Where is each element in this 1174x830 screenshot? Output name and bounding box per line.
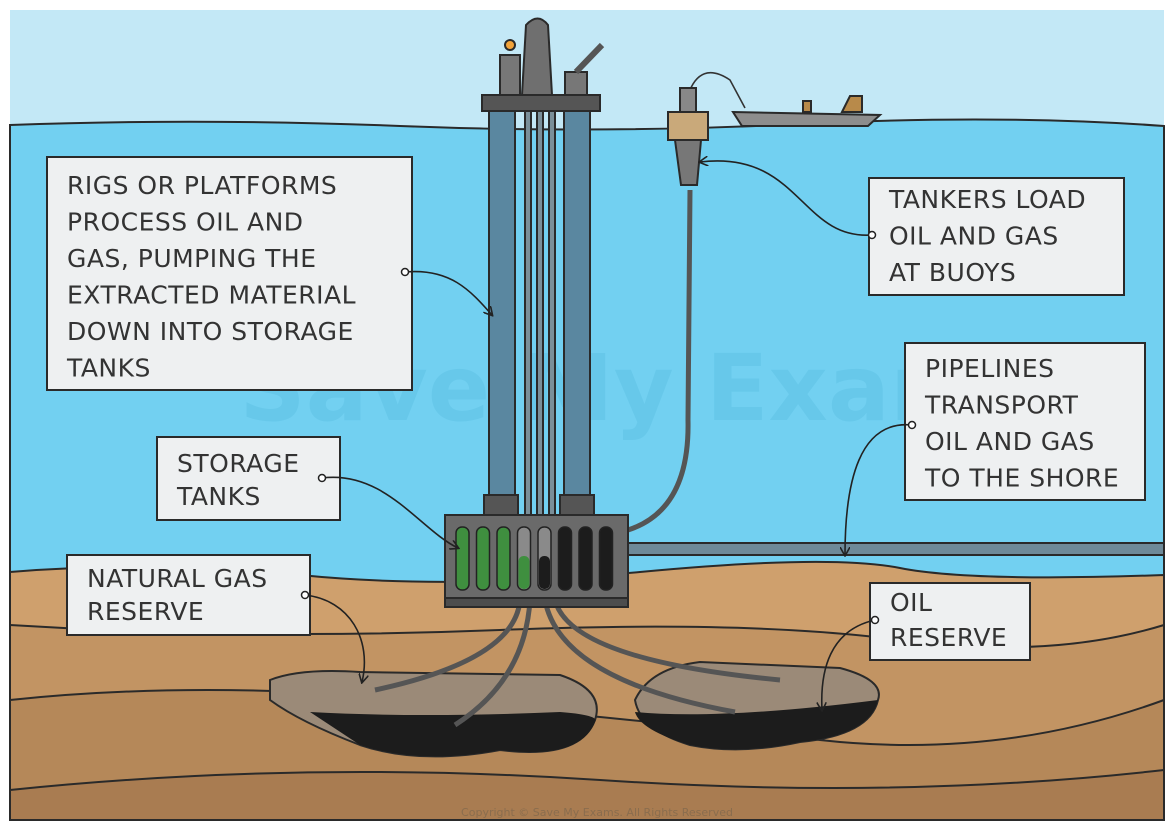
riser <box>525 108 531 518</box>
body: Save My Exams RIGS O <box>0 0 1174 830</box>
callout-dot <box>872 617 879 624</box>
leg-foot <box>484 495 518 515</box>
callout-dot <box>402 269 409 276</box>
callout-text: RIGS OR PLATFORMS <box>67 171 337 200</box>
copyright: Copyright © Save My Exams. All Rights Re… <box>461 806 733 819</box>
page: Offshore oil and gas {"callouts": [ {"li… <box>0 0 1174 830</box>
buoy <box>668 112 708 140</box>
tank <box>559 527 572 590</box>
callout-text: GAS, PUMPING THE <box>67 244 317 273</box>
ship-hull <box>733 112 880 126</box>
callout-dot <box>319 475 326 482</box>
callout-text: TANKS <box>66 354 151 383</box>
riser <box>549 108 555 518</box>
crane-base <box>565 72 587 95</box>
rig-leg <box>564 108 590 498</box>
callout-text: TRANSPORT <box>924 391 1079 420</box>
callout-dot <box>869 232 876 239</box>
callout-text: TANKERS LOAD <box>888 185 1086 214</box>
callout-text: DOWN INTO STORAGE <box>67 317 354 346</box>
tank <box>456 527 469 590</box>
callout-text: PIPELINES <box>925 354 1055 383</box>
tower <box>522 19 552 96</box>
tower <box>500 55 520 95</box>
callout-text: OIL AND GAS <box>925 427 1095 456</box>
callout-text: OIL <box>890 588 932 617</box>
tank <box>579 527 592 590</box>
ship-funnel <box>803 101 811 112</box>
riser <box>537 108 543 518</box>
storage-base <box>445 598 628 607</box>
callout-text: STORAGE <box>177 449 300 478</box>
pipeline <box>628 543 1164 555</box>
rig <box>482 19 602 519</box>
diagram: Save My Exams RIGS O <box>0 0 1174 830</box>
flare <box>505 40 515 50</box>
tank-content <box>539 556 550 589</box>
tank-content <box>519 556 530 589</box>
callout-text: TO THE SHORE <box>924 464 1119 493</box>
callout-text: TANKS <box>176 482 261 511</box>
callout-dot <box>302 592 309 599</box>
callout-text: NATURAL GAS <box>87 564 268 593</box>
leg-foot <box>560 495 594 515</box>
callout-text: PROCESS OIL AND <box>67 208 304 237</box>
tank <box>477 527 490 590</box>
buoy-top <box>680 88 696 113</box>
tank <box>600 527 613 590</box>
callout-text: EXTRACTED MATERIAL <box>67 281 356 310</box>
tank <box>497 527 510 590</box>
callout-text: AT BUOYS <box>889 258 1016 287</box>
callout-dot <box>909 422 916 429</box>
callout-text: RESERVE <box>890 623 1007 652</box>
deck <box>482 95 600 111</box>
callout-text: OIL AND GAS <box>889 222 1059 251</box>
rig-leg <box>489 108 515 498</box>
callout-text: RESERVE <box>87 597 204 626</box>
